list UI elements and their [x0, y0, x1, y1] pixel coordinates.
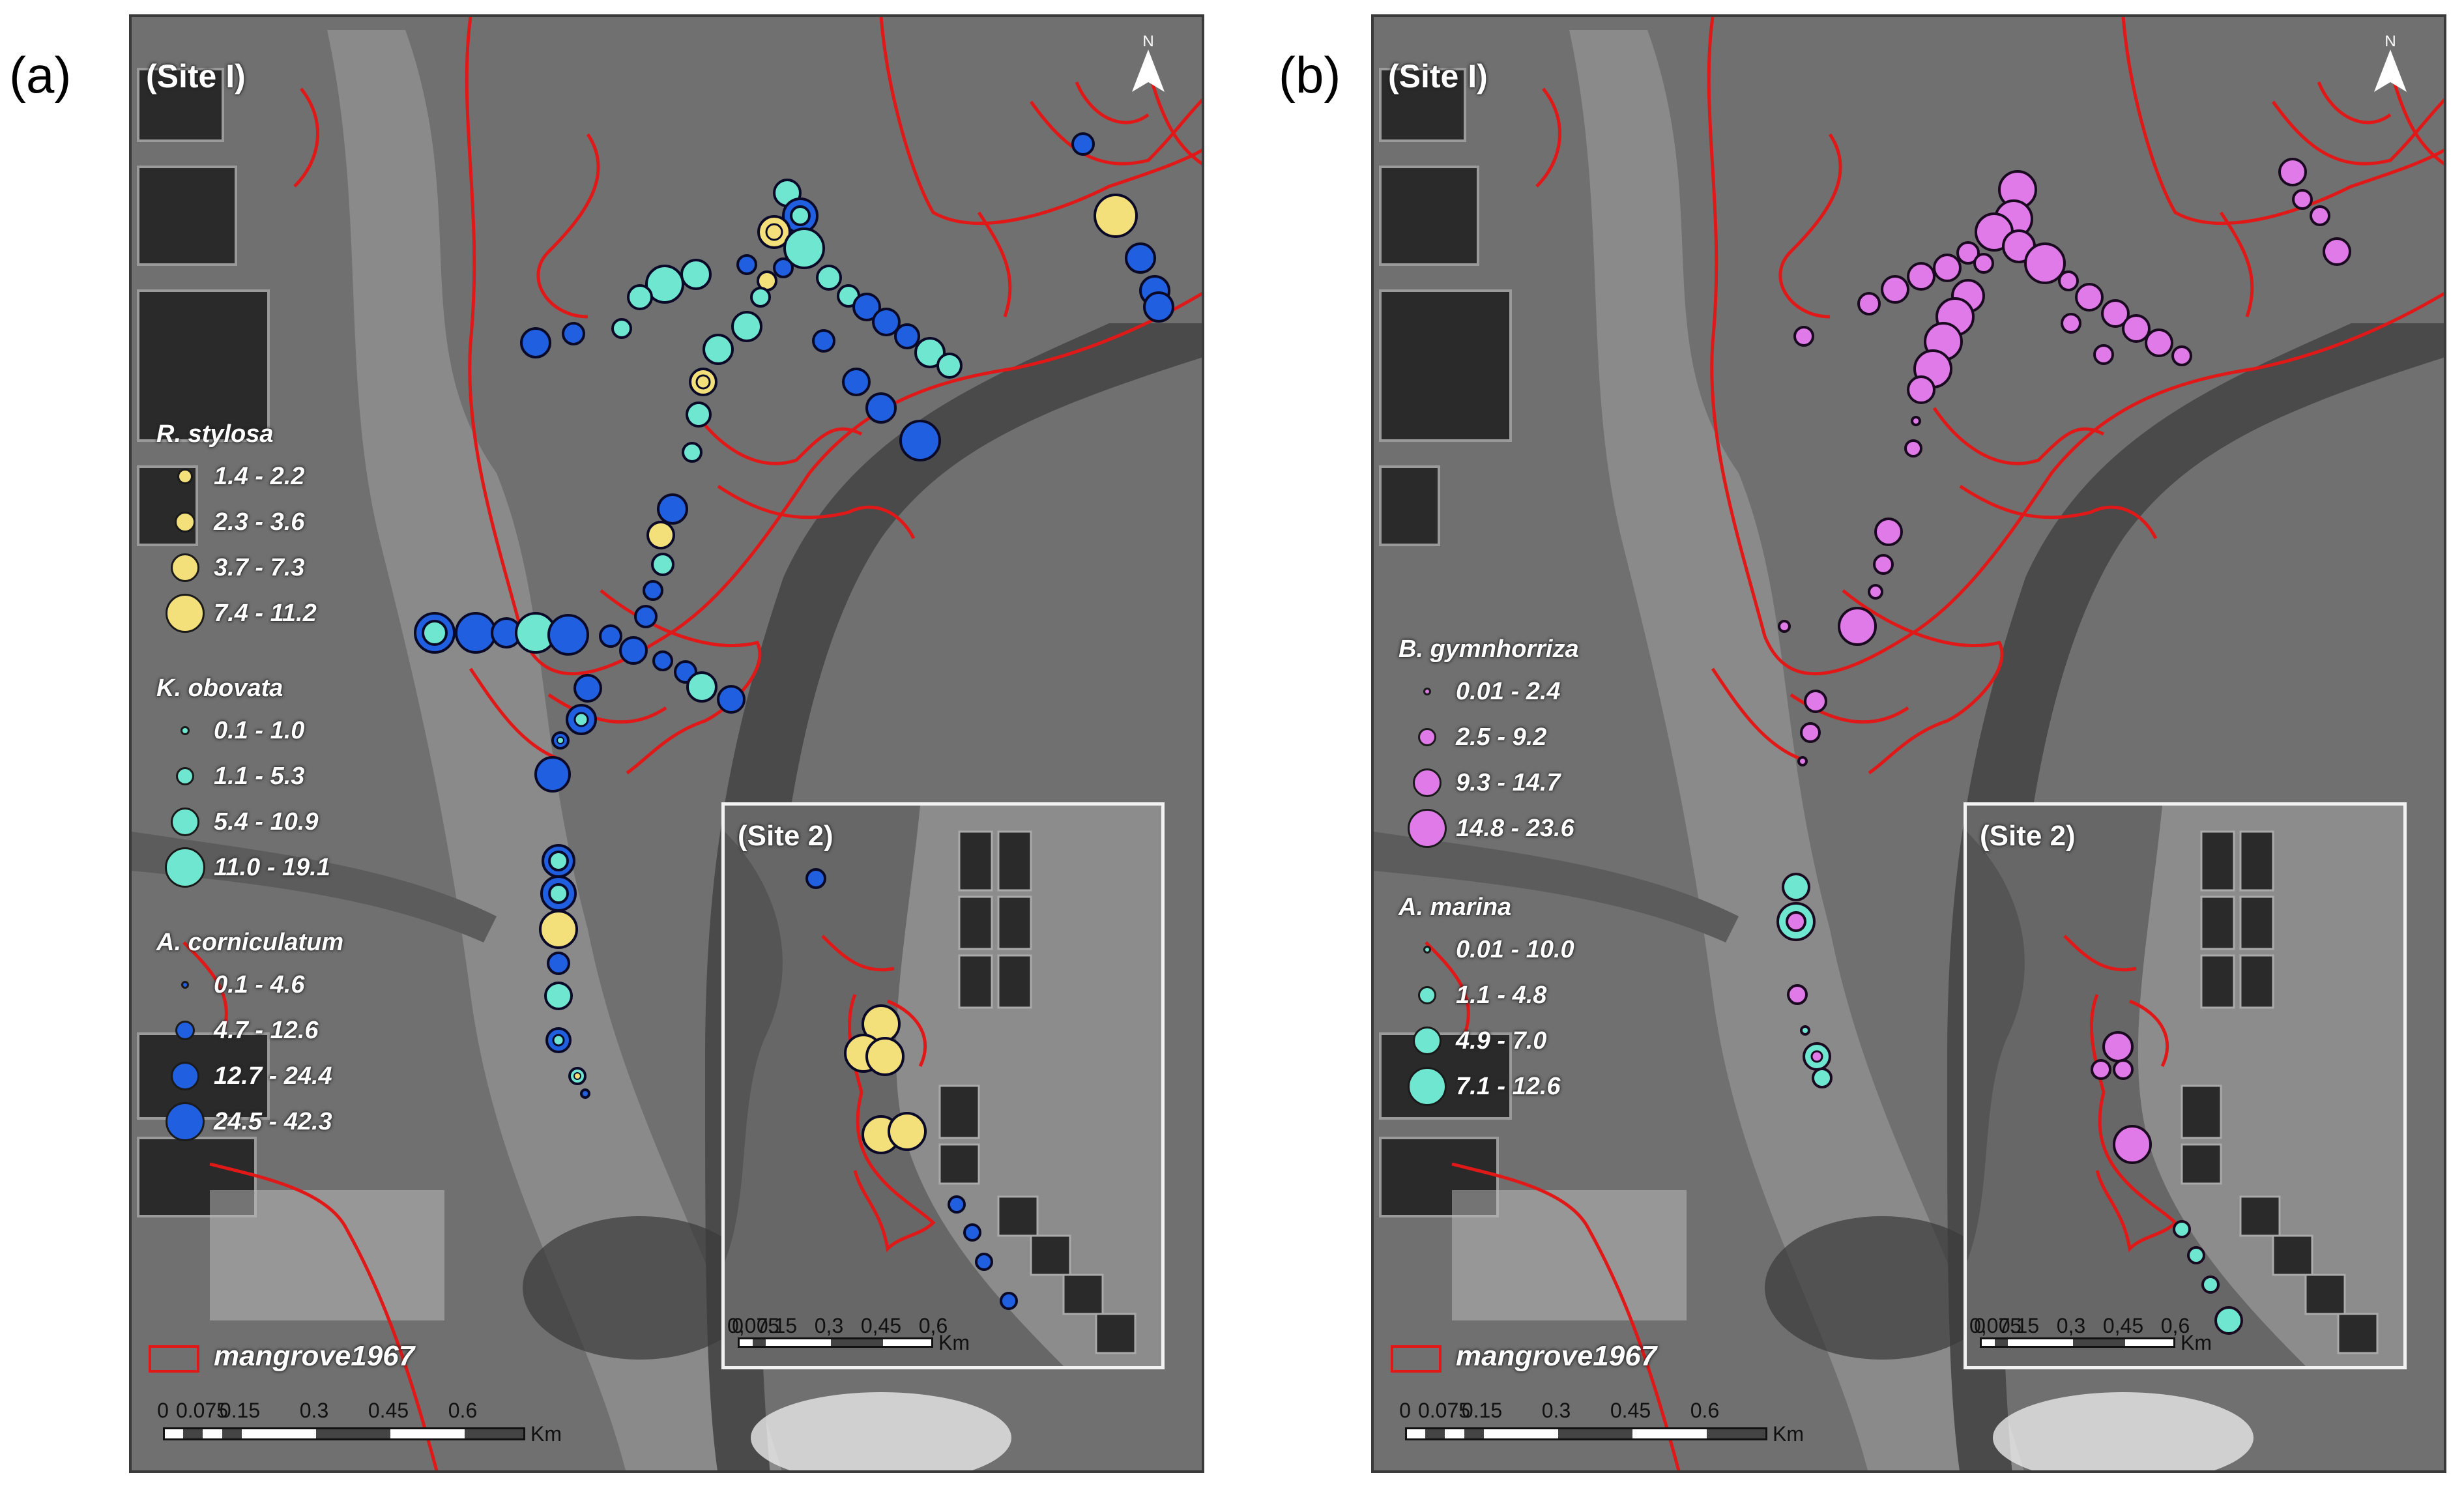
- legend-symbol: [166, 594, 205, 633]
- legend-symbol: [1408, 1067, 1447, 1106]
- site-2-label: (Site 2): [1980, 820, 2076, 852]
- legend-item: 7.1 - 12.6: [1399, 1064, 1685, 1109]
- panel-a-label: (a): [9, 46, 72, 104]
- legend-symbol: [177, 469, 193, 484]
- legend-title-r-stylosa: R. stylosa: [156, 420, 274, 448]
- legend-item: 11.0 - 19.1: [156, 845, 417, 890]
- site-1-label: (Site I): [146, 58, 246, 95]
- boundary-legend: mangrove1967: [149, 1340, 474, 1379]
- legend-item: 4.7 - 12.6: [156, 1008, 417, 1053]
- legend-item: 0.1 - 4.6: [156, 962, 417, 1008]
- mangrove-boundary-swatch: [1391, 1345, 1442, 1373]
- panel-b-legend: B. gymnhorriza 0.01 - 2.4 2.5 - 9.2 9.3 …: [1399, 630, 1685, 1109]
- legend-symbol: [1408, 809, 1447, 848]
- legend-title-k-obovata: K. obovata: [156, 675, 283, 702]
- mangrove-boundary-swatch: [149, 1345, 199, 1373]
- north-arrow-icon: [1132, 50, 1165, 92]
- legend-symbol: [171, 1062, 199, 1090]
- scale-bar-graphic: [1405, 1427, 1767, 1440]
- main-scale-bar: 0 0.075 0.15 0.3 0.45 0.6 Km: [157, 1399, 619, 1451]
- legend-item: 24.5 - 42.3: [156, 1099, 417, 1144]
- legend-item: 14.8 - 23.6: [1399, 806, 1685, 851]
- legend-item: 0.01 - 2.4: [1399, 669, 1685, 714]
- legend-symbol: [181, 726, 190, 735]
- legend-symbol: [175, 1021, 195, 1040]
- scale-unit: Km: [938, 1331, 970, 1354]
- legend-item: 12.7 - 24.4: [156, 1053, 417, 1099]
- legend-title-a-corniculatum: A. corniculatum: [156, 929, 344, 956]
- scale-bar-graphic: [738, 1337, 933, 1348]
- legend-item: 1.1 - 4.8: [1399, 972, 1685, 1018]
- legend-item: 0.1 - 1.0: [156, 708, 417, 753]
- legend-item: 3.7 - 7.3: [156, 545, 417, 590]
- scale-bar-graphic: [163, 1427, 525, 1440]
- scale-tick-labels: 0 0,075 0.15 0,3 0,45 0,6: [727, 1314, 948, 1337]
- legend-symbol: [181, 981, 189, 989]
- legend-symbol: [1418, 986, 1436, 1004]
- inset-scale-bar: 0 0,075 0.15 0,3 0,45 0,6 Km: [727, 1314, 985, 1354]
- site-2-inset: (Site 2) 0 0,075 0.15 0,3 0,45 0,6 Km: [1964, 802, 2407, 1369]
- north-arrow-icon: [2374, 50, 2407, 92]
- panel-b-map: N: [1371, 14, 2446, 1473]
- legend-item: 7.4 - 11.2: [156, 590, 417, 636]
- site-1-label: (Site I): [1388, 58, 1488, 95]
- site-2-label: (Site 2): [738, 820, 833, 852]
- legend-symbol: [171, 553, 199, 582]
- legend-symbol: [1413, 768, 1442, 797]
- legend-symbol: [166, 1102, 205, 1141]
- inset-scale-bar: 0 0,075 0.15 0,3 0,45 0,6 Km: [1969, 1314, 2227, 1354]
- site-2-map: [725, 806, 1161, 1366]
- legend-item: 2.3 - 3.6: [156, 499, 417, 545]
- site-2-map: [1967, 806, 2403, 1366]
- scale-tick-labels: 0 0.075 0.15 0.3 0.45 0.6: [157, 1399, 478, 1422]
- legend-symbol: [165, 847, 205, 888]
- scale-unit: Km: [2181, 1331, 2212, 1354]
- legend-item: 0.01 - 10.0: [1399, 927, 1685, 972]
- legend-item: 2.5 - 9.2: [1399, 714, 1685, 760]
- legend-title-b-gymnhorriza: B. gymnhorriza: [1399, 635, 1579, 663]
- satellite-background: N: [1374, 17, 2444, 1470]
- panel-a-map: N: [129, 14, 1204, 1473]
- scale-tick-labels: 0 0,075 0.15 0,3 0,45 0,6: [1969, 1314, 2190, 1337]
- legend-title-a-marina: A. marina: [1399, 894, 1512, 921]
- legend-symbol: [176, 767, 194, 785]
- site-2-inset: (Site 2) 0 0,075 0.15 0,3 0,45 0,6 Km: [721, 802, 1165, 1369]
- scale-unit: Km: [530, 1422, 562, 1446]
- legend-symbol: [1423, 946, 1431, 954]
- legend-symbol: [171, 808, 199, 836]
- legend-item: 5.4 - 10.9: [156, 799, 417, 845]
- legend-item: 1.1 - 5.3: [156, 753, 417, 799]
- legend-symbol: [1418, 728, 1436, 746]
- legend-item: 1.4 - 2.2: [156, 454, 417, 499]
- legend-symbol: [1413, 1027, 1442, 1055]
- legend-symbol: [1423, 688, 1431, 695]
- svg-text:N: N: [1142, 33, 1153, 50]
- main-scale-bar: 0 0.075 0.15 0.3 0.45 0.6 Km: [1399, 1399, 1861, 1451]
- scale-unit: Km: [1773, 1422, 1804, 1446]
- scale-bar-graphic: [1980, 1337, 2175, 1348]
- satellite-background: N: [132, 17, 1202, 1470]
- boundary-legend: mangrove1967: [1391, 1340, 1717, 1379]
- panel-a-legend: R. stylosa 1.4 - 2.2 2.3 - 3.6 3.7 - 7.3…: [156, 415, 417, 1144]
- legend-symbol: [175, 512, 196, 532]
- legend-item: 4.9 - 7.0: [1399, 1018, 1685, 1064]
- scale-tick-labels: 0 0.075 0.15 0.3 0.45 0.6: [1399, 1399, 1720, 1422]
- panel-b-label: (b): [1279, 46, 1341, 104]
- legend-item: 9.3 - 14.7: [1399, 760, 1685, 806]
- svg-text:N: N: [2384, 33, 2396, 50]
